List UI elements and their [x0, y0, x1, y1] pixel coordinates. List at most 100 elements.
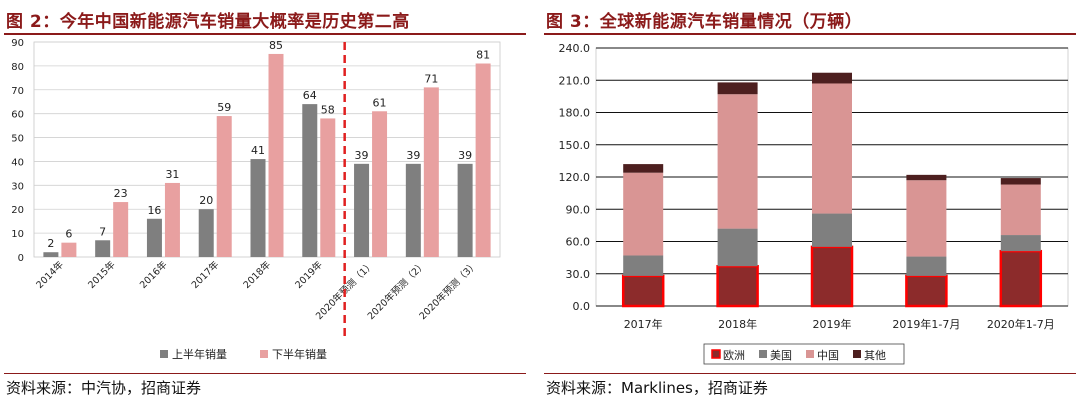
y-tick-label: 60	[11, 110, 24, 121]
y-tick-label: 80	[11, 62, 24, 73]
bar-h1	[354, 163, 370, 257]
stack-segment	[906, 180, 947, 257]
y-tick-label: 10	[11, 229, 24, 240]
x-tick-label: 2017年	[189, 258, 222, 291]
data-label: 39	[458, 149, 472, 162]
bar-h1	[43, 252, 59, 257]
stack-segment	[1000, 178, 1041, 185]
bar-h2	[164, 182, 180, 257]
bar-h1	[457, 163, 473, 257]
x-tick-label: 2015年	[85, 258, 118, 291]
x-tick-label: 2019年1-7月	[892, 317, 960, 331]
stack-segment	[717, 94, 758, 229]
y-tick-label: 210.0	[559, 74, 591, 87]
y-tick-label: 0	[18, 253, 24, 264]
legend-label: 中国	[817, 349, 839, 362]
y-tick-label: 40	[11, 157, 24, 168]
bar-h1	[198, 209, 214, 257]
stack-segment	[1000, 235, 1041, 252]
data-label: 31	[165, 168, 179, 181]
data-label: 2	[47, 237, 54, 250]
y-tick-label: 0.0	[573, 300, 591, 313]
y-tick-label: 90.0	[566, 203, 591, 216]
legend-label: 欧洲	[723, 349, 745, 362]
figure-2-top-rule	[4, 33, 526, 35]
y-tick-label: 20	[11, 205, 24, 216]
bar-h2	[216, 116, 232, 257]
figure-3-chart: 0.0 30.0 60.0 90.0 120.0 150.0 180.0 210.0 240.0…	[559, 42, 1069, 365]
x-tick-label: 2018年	[718, 317, 757, 331]
bar-h1	[250, 159, 266, 257]
bar-h1	[302, 104, 318, 257]
data-label: 61	[373, 96, 387, 109]
data-label: 59	[217, 101, 231, 114]
data-label: 58	[321, 103, 335, 116]
data-label: 64	[303, 89, 317, 102]
stack-segment	[905, 274, 948, 308]
legend-swatch	[260, 350, 268, 358]
y-tick-label: 70	[11, 86, 24, 97]
legend-label: 美国	[770, 349, 792, 362]
stack-segment	[1000, 184, 1041, 236]
figure-2-panel: 图 2：今年中国新能源汽车销量大概率是历史第二高 0 10 20 30 40 50 60 70…	[0, 0, 530, 402]
bar-h2	[423, 87, 439, 257]
figure-3-bottom-rule	[544, 373, 1076, 374]
x-tick-label: 2019年	[813, 317, 852, 331]
data-label: 20	[199, 194, 213, 207]
x-tick-label: 2018年	[241, 258, 274, 291]
figure-2-source: 资料来源：中汽协，招商证券	[6, 379, 202, 397]
legend-swatch	[853, 350, 861, 358]
stack-segment	[621, 274, 665, 308]
bar-h1	[405, 163, 421, 257]
data-label: 85	[269, 39, 283, 52]
stack-segment	[716, 264, 759, 308]
stack-segment	[812, 213, 852, 247]
figure-2-chart: 0 10 20 30 40 50 60 70 80 90 26 2014年 7 23 2015年 16 31 20…	[11, 38, 501, 361]
stack-segment	[623, 255, 664, 276]
figure-3-title: 图 3：全球新能源汽车销量情况（万辆）	[546, 12, 863, 32]
y-tick-label: 30	[11, 181, 24, 192]
stack-segment	[999, 249, 1043, 308]
data-label: 39	[406, 149, 420, 162]
bar-h2	[113, 202, 129, 257]
data-label: 41	[251, 144, 265, 157]
stack-segment	[717, 82, 758, 95]
stack-segment	[812, 83, 852, 214]
figure-3-top-rule	[544, 33, 1076, 35]
legend-label: 上半年销量	[172, 347, 227, 361]
stack-segment	[906, 256, 947, 276]
y-tick-label: 60.0	[566, 236, 591, 249]
bar-h2	[372, 111, 388, 258]
figure-2-bottom-rule	[4, 373, 526, 374]
y-tick-label: 150.0	[559, 139, 591, 152]
bar-h2	[61, 242, 77, 257]
figure-2-title: 图 2：今年中国新能源汽车销量大概率是历史第二高	[6, 12, 410, 32]
legend-label: 下半年销量	[272, 347, 327, 361]
data-label: 16	[147, 204, 161, 217]
figure-3-source: 资料来源：Marklines，招商证券	[546, 379, 768, 397]
y-tick-label: 120.0	[559, 171, 591, 184]
legend-swatch	[759, 350, 767, 358]
bar-h2	[475, 63, 491, 257]
stack-segment	[623, 164, 664, 173]
data-label: 23	[114, 187, 128, 200]
legend-swatch	[806, 350, 814, 358]
x-tick-label: 2014年	[34, 258, 67, 291]
stack-segment	[812, 72, 852, 84]
bar-h1	[146, 218, 162, 257]
figure-3-panel: 图 3：全球新能源汽车销量情况（万辆） 0.0 30.0 60.0 90.0 120.0…	[540, 0, 1080, 402]
stack-segment	[906, 174, 947, 181]
y-tick-label: 240.0	[559, 42, 591, 55]
y-tick-label: 50	[11, 134, 24, 145]
bar-h2	[320, 118, 336, 257]
x-tick-label: 2019年	[293, 258, 326, 291]
y-tick-label: 30.0	[566, 268, 591, 281]
stack-segment	[717, 228, 758, 267]
legend-label: 其他	[864, 349, 886, 362]
legend-swatch	[160, 350, 168, 358]
data-label: 6	[65, 228, 72, 241]
y-tick-label: 90	[11, 38, 24, 49]
bar-h2	[268, 53, 284, 257]
data-label: 39	[355, 149, 369, 162]
stack-segment	[810, 245, 854, 308]
